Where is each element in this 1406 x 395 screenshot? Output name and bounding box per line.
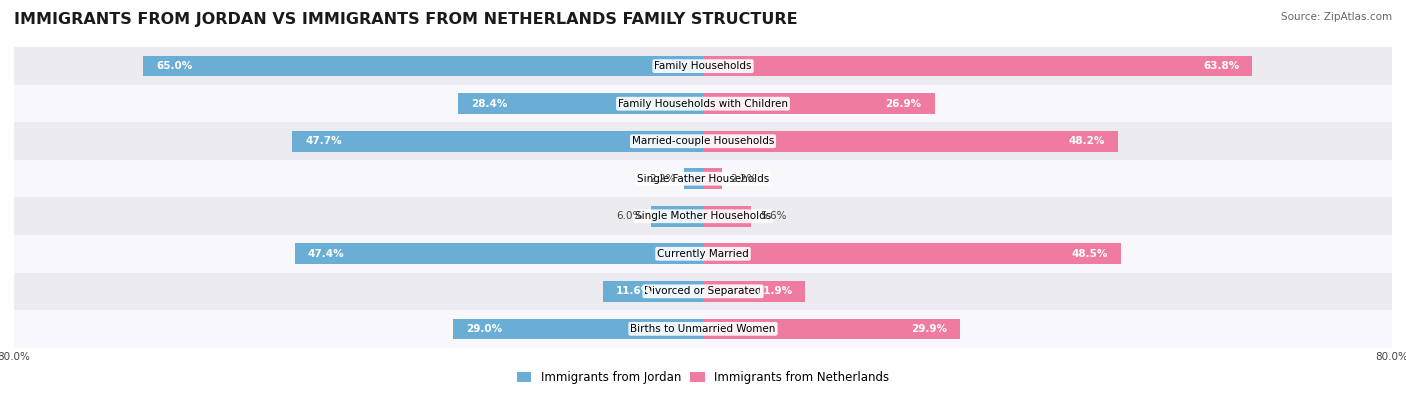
- Bar: [703, 318, 960, 339]
- Text: 6.0%: 6.0%: [616, 211, 643, 221]
- Bar: [703, 131, 1118, 152]
- Bar: [458, 93, 703, 114]
- Text: Married-couple Households: Married-couple Households: [631, 136, 775, 146]
- Bar: [703, 206, 751, 227]
- Text: 29.0%: 29.0%: [467, 324, 502, 334]
- Bar: [703, 56, 1253, 77]
- Text: Source: ZipAtlas.com: Source: ZipAtlas.com: [1281, 12, 1392, 22]
- Text: Family Households: Family Households: [654, 61, 752, 71]
- Text: 2.2%: 2.2%: [650, 174, 675, 184]
- Bar: [603, 281, 703, 302]
- Text: 47.7%: 47.7%: [305, 136, 342, 146]
- Legend: Immigrants from Jordan, Immigrants from Netherlands: Immigrants from Jordan, Immigrants from …: [512, 367, 894, 389]
- Text: 48.2%: 48.2%: [1069, 136, 1105, 146]
- Bar: [14, 85, 1392, 122]
- Text: Family Households with Children: Family Households with Children: [619, 99, 787, 109]
- Text: 47.4%: 47.4%: [308, 249, 344, 259]
- Text: 2.2%: 2.2%: [731, 174, 756, 184]
- Bar: [703, 281, 806, 302]
- Text: Single Mother Households: Single Mother Households: [636, 211, 770, 221]
- Text: Divorced or Separated: Divorced or Separated: [644, 286, 762, 296]
- Bar: [143, 56, 703, 77]
- Bar: [14, 273, 1392, 310]
- Text: 5.6%: 5.6%: [759, 211, 786, 221]
- Bar: [14, 235, 1392, 273]
- Text: Currently Married: Currently Married: [657, 249, 749, 259]
- Bar: [295, 243, 703, 264]
- Bar: [14, 198, 1392, 235]
- Bar: [685, 168, 703, 189]
- Text: 26.9%: 26.9%: [886, 99, 922, 109]
- Text: Births to Unmarried Women: Births to Unmarried Women: [630, 324, 776, 334]
- Bar: [292, 131, 703, 152]
- Text: 28.4%: 28.4%: [471, 99, 508, 109]
- Bar: [14, 310, 1392, 348]
- Bar: [703, 93, 935, 114]
- Bar: [651, 206, 703, 227]
- Text: 11.6%: 11.6%: [616, 286, 652, 296]
- Text: IMMIGRANTS FROM JORDAN VS IMMIGRANTS FROM NETHERLANDS FAMILY STRUCTURE: IMMIGRANTS FROM JORDAN VS IMMIGRANTS FRO…: [14, 12, 797, 27]
- Text: 65.0%: 65.0%: [156, 61, 193, 71]
- Text: 29.9%: 29.9%: [911, 324, 948, 334]
- Text: Single Father Households: Single Father Households: [637, 174, 769, 184]
- Bar: [14, 47, 1392, 85]
- Bar: [703, 168, 721, 189]
- Text: 63.8%: 63.8%: [1204, 61, 1240, 71]
- Bar: [703, 243, 1121, 264]
- Text: 48.5%: 48.5%: [1071, 249, 1108, 259]
- Bar: [14, 122, 1392, 160]
- Bar: [453, 318, 703, 339]
- Bar: [14, 160, 1392, 198]
- Text: 11.9%: 11.9%: [756, 286, 793, 296]
